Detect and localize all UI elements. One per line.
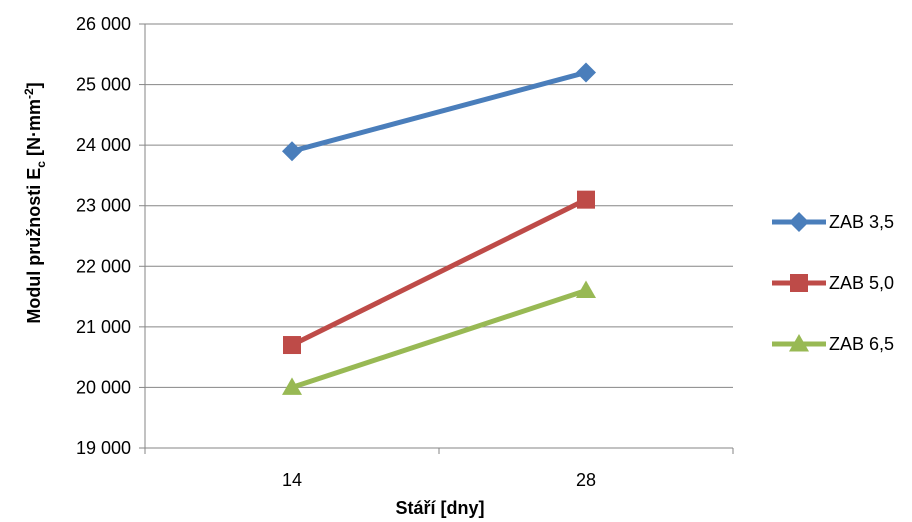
legend-item: ZAB 5,0 <box>772 273 894 293</box>
series-0 <box>282 62 596 162</box>
data-point-diamond <box>576 62 596 83</box>
data-point-triangle <box>282 377 302 395</box>
legend-label: ZAB 6,5 <box>829 334 894 354</box>
legend: ZAB 3,5 ZAB 5,0 ZAB 6,5 <box>772 212 894 354</box>
x-axis-title: Stáří [dny] <box>395 498 484 518</box>
y-tick-label: 21 000 <box>76 317 131 337</box>
data-point-diamond <box>282 141 302 162</box>
series-2 <box>282 280 596 395</box>
y-tick-label: 23 000 <box>76 196 131 216</box>
y-axis-title-unit-end: ] <box>24 82 44 88</box>
data-point-square <box>790 274 808 292</box>
y-axis-title-subscript: c <box>34 161 48 168</box>
y-tick-label: 24 000 <box>76 135 131 155</box>
legend-label: ZAB 5,0 <box>829 273 894 293</box>
data-point-square <box>283 336 301 355</box>
x-tick-label: 14 <box>282 470 302 490</box>
x-tick-label: 28 <box>576 470 596 490</box>
legend-item: ZAB 6,5 <box>772 334 894 354</box>
axes <box>139 23 734 454</box>
y-axis-title-main: Modul pružnosti E <box>24 168 44 324</box>
series-line <box>291 70 587 154</box>
legend-item: ZAB 3,5 <box>772 212 894 232</box>
y-tick-labels: 19 000 20 000 21 000 22 000 23 000 24 000 25 0… <box>76 14 131 458</box>
data-point-diamond <box>789 212 809 232</box>
x-tick-labels: 14 28 <box>282 470 596 490</box>
y-axis-title: Modul pružnosti Ec [N·mm-2] <box>22 82 48 323</box>
y-tick-label: 25 000 <box>76 75 131 95</box>
gridlines <box>145 23 733 388</box>
legend-label: ZAB 3,5 <box>829 212 894 232</box>
data-point-triangle <box>576 280 596 299</box>
series-1 <box>283 190 595 355</box>
y-tick-label: 20 000 <box>76 377 131 397</box>
y-tick-label: 22 000 <box>76 256 131 276</box>
y-tick-label: 19 000 <box>76 438 131 458</box>
y-axis-title-unit: [N·mm <box>24 99 44 161</box>
y-axis-title-superscript: -2 <box>22 88 36 99</box>
y-tick-label: 26 000 <box>76 14 131 34</box>
series-line <box>291 288 587 390</box>
series-group <box>282 62 596 395</box>
data-point-square <box>577 190 595 209</box>
series-line <box>290 197 588 348</box>
data-point-triangle <box>789 334 809 352</box>
